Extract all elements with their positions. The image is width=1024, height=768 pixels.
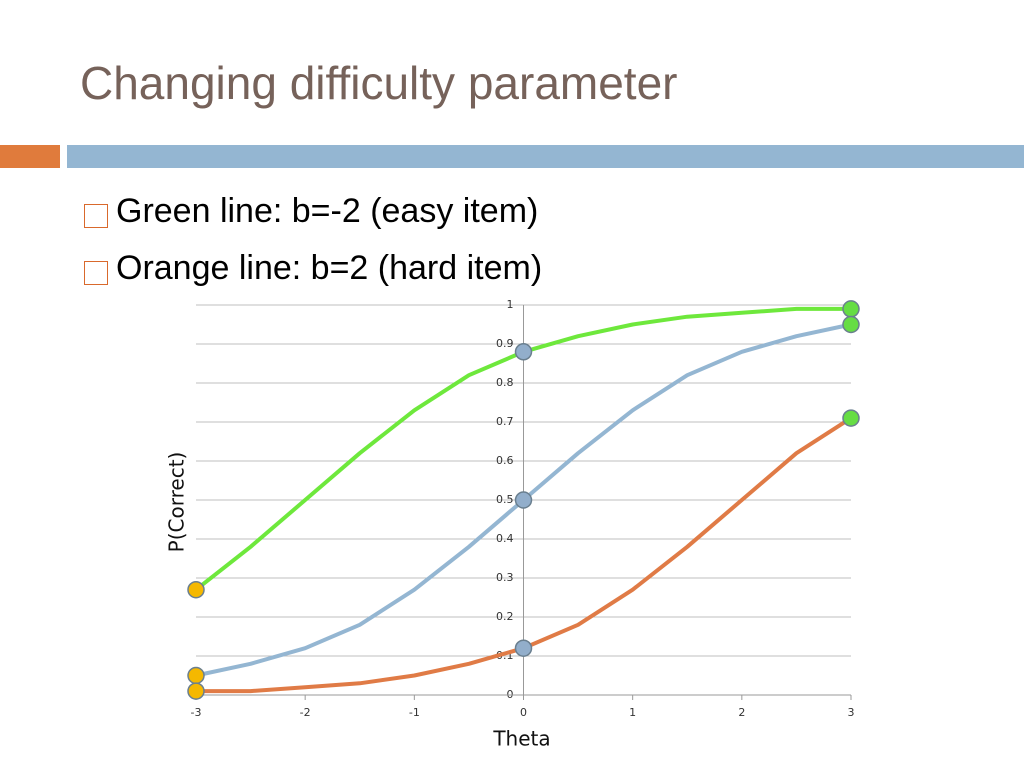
point-marker — [514, 639, 533, 657]
point-marker — [514, 491, 533, 509]
point-marker — [842, 409, 860, 427]
x-tick-label: 0 — [520, 706, 527, 719]
point-marker — [187, 682, 205, 700]
x-tick-label: 3 — [848, 706, 855, 719]
slide-title: Changing difficulty parameter — [80, 57, 678, 109]
x-tick-label: -1 — [409, 706, 420, 719]
y-tick-label: 0.3 — [496, 571, 514, 584]
bullet: Orange line: b=2 (hard item) — [84, 249, 542, 288]
bullet: Green line: b=-2 (easy item) — [84, 192, 538, 231]
point-marker — [187, 580, 205, 599]
bullet-box — [84, 203, 108, 228]
y-tick-label: 0.5 — [496, 493, 514, 506]
y-tick-label: 0.8 — [496, 376, 514, 389]
y-tick-label: 0.6 — [496, 454, 514, 467]
accent-bar — [0, 145, 60, 168]
x-axis-label: Theta — [492, 727, 550, 751]
bullet-text: Orange line: b=2 (hard item) — [116, 249, 543, 287]
point-marker — [842, 315, 860, 334]
bullet-text: Green line: b=-2 (easy item) — [116, 192, 539, 230]
y-tick-label: 0.4 — [496, 532, 514, 545]
point-marker — [842, 300, 860, 318]
header-bar — [67, 145, 1024, 168]
point-marker — [187, 666, 205, 685]
x-tick-label: -3 — [191, 706, 202, 719]
y-tick-label: 0.9 — [496, 337, 514, 350]
x-tick-label: -2 — [300, 706, 311, 719]
y-tick-label: 0.2 — [496, 610, 514, 623]
y-tick-label: 0.7 — [496, 415, 514, 428]
x-tick-label: 1 — [629, 706, 636, 719]
y-tick-label: 1 — [507, 298, 514, 311]
point-marker — [514, 343, 533, 361]
y-axis-label: P(Correct) — [165, 452, 189, 553]
bullet-box — [84, 260, 108, 285]
x-tick-label: 2 — [738, 706, 745, 719]
